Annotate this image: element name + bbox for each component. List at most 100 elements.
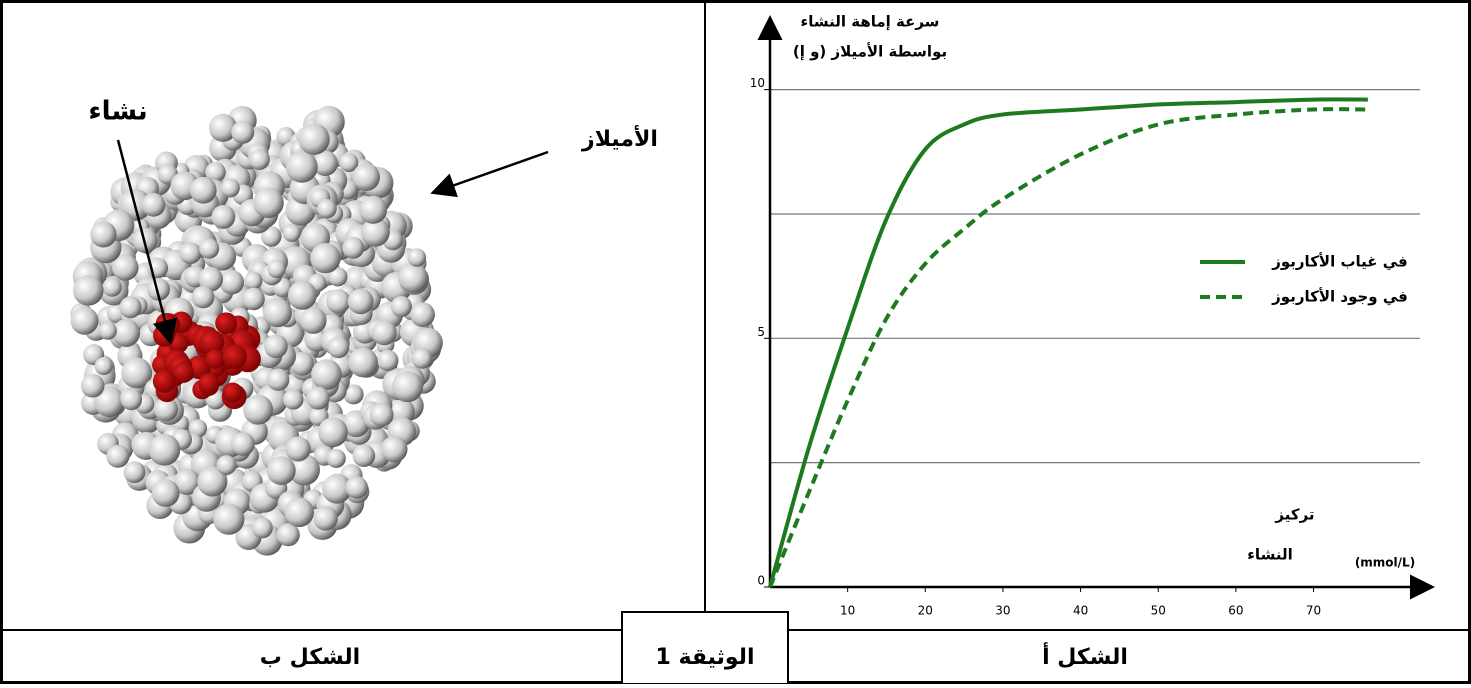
atom — [94, 357, 113, 376]
x-tick-label: 40 — [1073, 604, 1088, 618]
document-label: الوثيقة 1 — [656, 645, 755, 670]
atom — [311, 359, 342, 390]
atom — [322, 474, 352, 504]
atom — [352, 444, 376, 468]
y-tick-label: 5 — [757, 325, 765, 339]
atom — [306, 386, 330, 410]
starch-atom — [152, 369, 176, 393]
starch-atom — [198, 373, 220, 394]
atom — [411, 348, 433, 369]
x-tick-label: 50 — [1151, 604, 1166, 618]
atom — [284, 497, 314, 528]
atom — [251, 517, 273, 539]
x-tick-label: 20 — [918, 604, 933, 618]
atom — [310, 242, 341, 274]
atom — [94, 386, 125, 418]
atom — [148, 433, 181, 466]
atom — [120, 388, 143, 411]
atom — [112, 319, 141, 347]
x-tick-label: 60 — [1228, 604, 1243, 618]
atom — [211, 204, 236, 229]
atom — [90, 221, 117, 248]
atom — [377, 349, 399, 372]
atom — [119, 296, 142, 319]
atom — [345, 476, 369, 499]
legend-label: في وجود الأكاربوز — [1271, 288, 1408, 306]
atom — [326, 289, 351, 314]
atom — [287, 280, 317, 310]
atom — [112, 254, 139, 281]
atom — [249, 149, 270, 170]
atom — [242, 287, 265, 311]
atom — [285, 150, 318, 183]
y-tick-label: 10 — [750, 76, 765, 90]
x-axis-label: (mmol/L) — [1355, 556, 1415, 570]
pointer-arrow — [116, 139, 178, 345]
atom — [141, 192, 166, 217]
chart: 0 5 10 10 20 30 40 50 60 70 سرعة إماهة النشاء بواسط… — [750, 13, 1435, 618]
atom — [198, 266, 224, 292]
protein-image — [70, 105, 443, 556]
atom — [205, 161, 226, 183]
starch-atom — [222, 382, 243, 403]
atom — [282, 223, 301, 242]
atom — [371, 320, 397, 346]
atom — [106, 444, 130, 468]
atom — [147, 278, 170, 301]
atom — [243, 394, 274, 425]
atom — [392, 371, 424, 403]
x-tick-label: 10 — [840, 604, 855, 618]
atom — [179, 242, 202, 265]
x-tick-label: 30 — [995, 604, 1010, 618]
atom — [197, 466, 228, 497]
starch-atom — [172, 362, 194, 383]
atom — [276, 523, 300, 547]
atom — [326, 448, 346, 468]
atom — [343, 384, 364, 405]
starch-atom — [153, 324, 176, 347]
atom — [283, 389, 304, 410]
atom — [154, 397, 179, 422]
atom — [262, 298, 292, 328]
atom — [328, 267, 348, 287]
atom — [407, 248, 427, 267]
atom — [208, 113, 238, 142]
atom — [398, 263, 428, 293]
atom — [216, 455, 237, 475]
atom — [317, 198, 337, 219]
atom — [191, 285, 215, 309]
atom — [102, 277, 122, 297]
atom — [339, 152, 359, 173]
starch-atom — [205, 349, 225, 369]
atom — [361, 217, 390, 247]
atom — [285, 436, 311, 462]
atom — [380, 435, 408, 463]
atom — [267, 368, 290, 391]
atom — [369, 402, 394, 427]
atom — [70, 306, 99, 335]
x-axis-label: النشاء — [1247, 546, 1292, 564]
series-line — [768, 97, 1368, 588]
legend-label: في غياب الأكاربوز — [1271, 253, 1408, 271]
y-axis-label: سرعة إماهة النشاء — [801, 13, 940, 31]
y-tick-label: 0 — [757, 574, 765, 588]
amylase-label: الأميلاز — [581, 124, 658, 152]
atom — [80, 374, 105, 398]
atom — [244, 271, 263, 290]
atom — [359, 195, 388, 224]
atom — [121, 357, 153, 389]
atom — [327, 336, 350, 359]
atom — [173, 468, 200, 496]
series-line — [768, 107, 1368, 588]
atom — [151, 479, 180, 507]
atom — [313, 506, 338, 531]
atom — [266, 456, 296, 485]
atom — [342, 237, 365, 259]
atom — [390, 295, 412, 318]
atom — [199, 238, 220, 259]
atom — [289, 351, 314, 376]
atom — [312, 150, 338, 176]
atom — [219, 270, 245, 295]
